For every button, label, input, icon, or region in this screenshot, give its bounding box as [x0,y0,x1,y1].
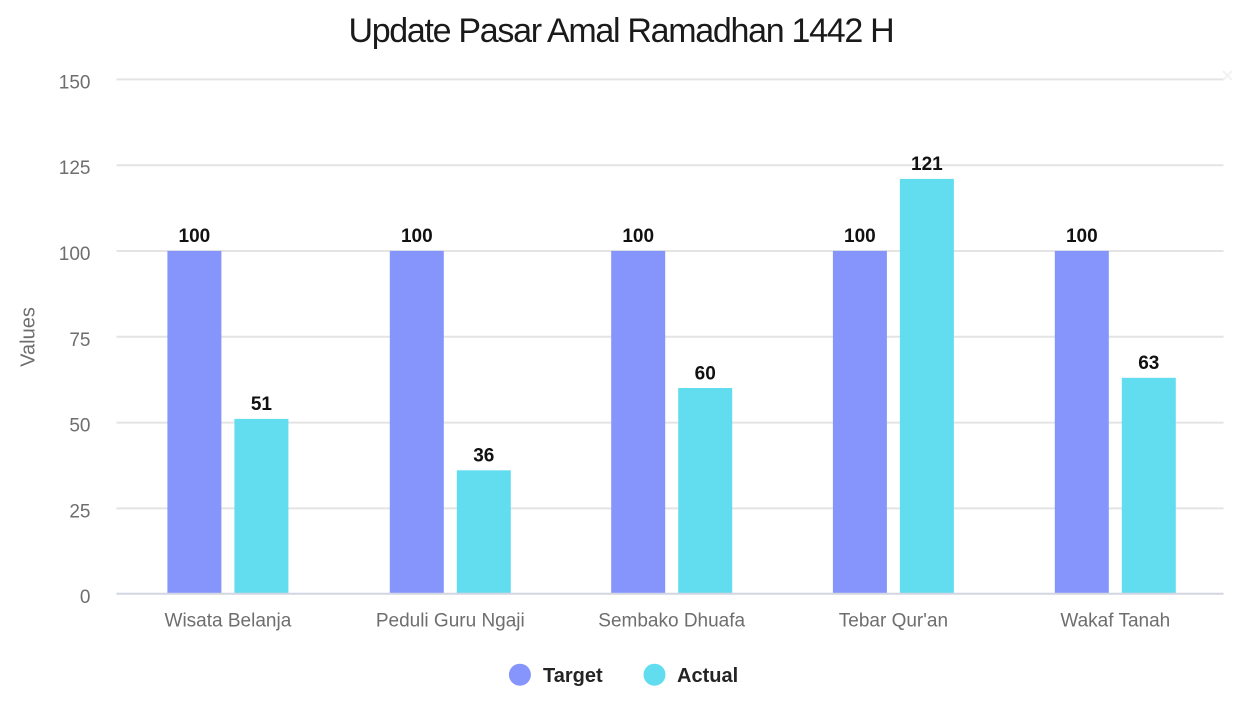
svg-text:75: 75 [69,330,90,351]
svg-text:25: 25 [69,501,90,522]
svg-text:51: 51 [251,394,273,415]
svg-text:50: 50 [69,416,90,437]
svg-text:Tebar Qur'an: Tebar Qur'an [839,610,948,631]
svg-text:100: 100 [179,226,211,247]
svg-text:63: 63 [1138,353,1159,374]
svg-text:Wakaf Tanah: Wakaf Tanah [1060,610,1170,631]
svg-text:100: 100 [844,226,876,247]
svg-text:100: 100 [401,226,433,247]
svg-text:Update Pasar Amal Ramadhan 144: Update Pasar Amal Ramadhan 1442 H [348,12,893,50]
svg-text:100: 100 [59,244,91,265]
svg-text:Peduli Guru Ngaji: Peduli Guru Ngaji [376,610,525,631]
svg-text:Actual: Actual [677,665,738,687]
svg-text:125: 125 [59,158,91,179]
svg-text:100: 100 [622,226,654,247]
svg-text:150: 150 [59,72,91,93]
svg-text:100: 100 [1066,226,1098,247]
svg-text:36: 36 [473,446,494,467]
svg-text:Wisata Belanja: Wisata Belanja [165,610,292,631]
svg-text:Values: Values [17,307,39,367]
svg-text:60: 60 [695,363,716,384]
svg-text:Target: Target [543,665,603,687]
svg-text:0: 0 [80,587,91,608]
svg-text:121: 121 [911,154,943,175]
svg-text:Sembako Dhuafa: Sembako Dhuafa [598,610,745,631]
